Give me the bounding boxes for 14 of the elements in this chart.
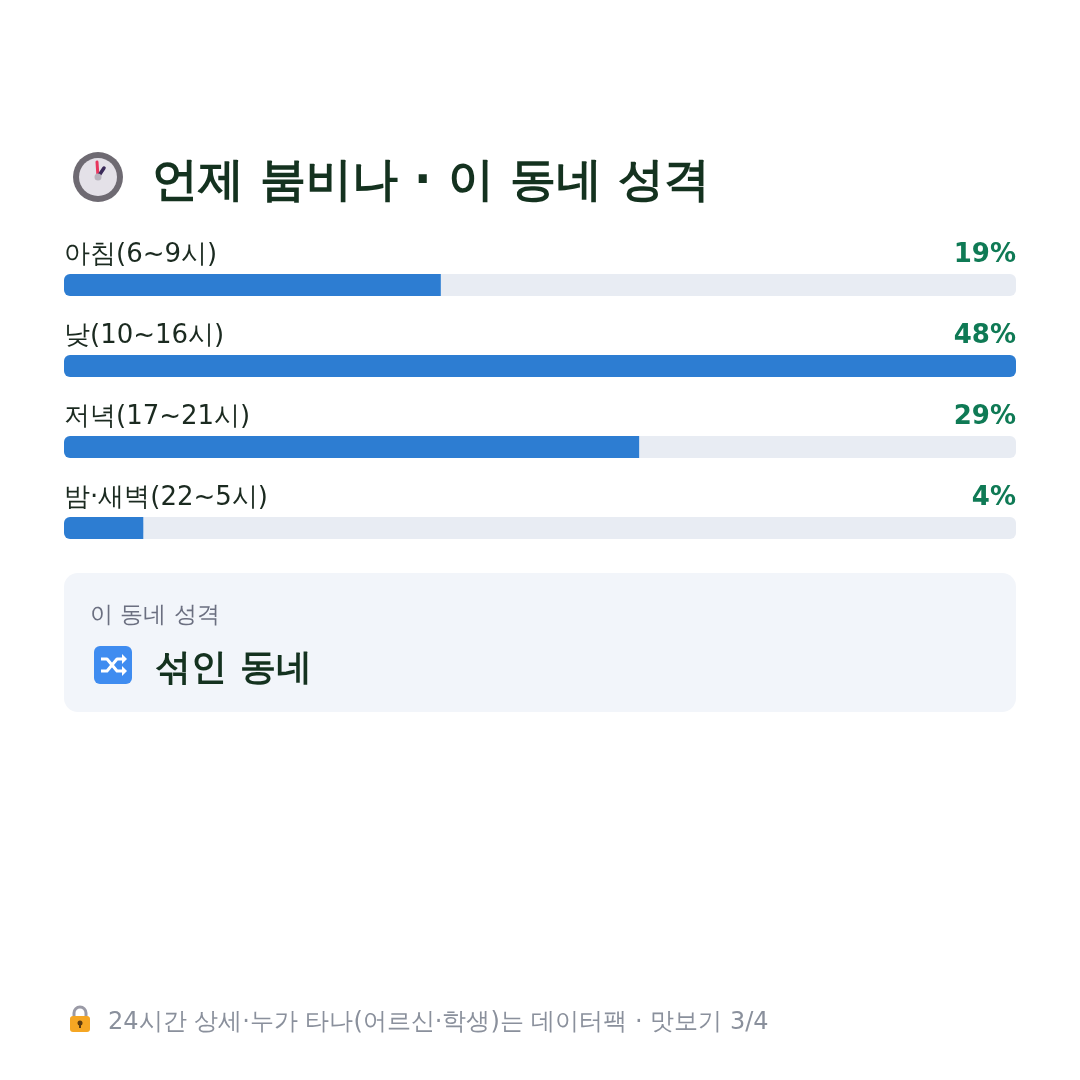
text: 섞인 동네 <box>155 646 312 687</box>
y-tick-label: 낮(10~16시) <box>64 319 225 349</box>
data-label: 48% <box>953 319 1016 349</box>
y-tick-label: 밤·새벽(22~5시) <box>64 481 268 511</box>
bar <box>64 517 144 539</box>
y-tick-label: 아침(6~9시) <box>64 238 218 268</box>
text: 이 동네 성격 <box>90 601 220 627</box>
data-label: 4% <box>971 481 1016 511</box>
text: 24시간 상세·누가 타나(어르신·학생)는 데이터팩 · 맛보기 3/4 <box>108 1007 769 1035</box>
y-tick-label: 저녁(17~21시) <box>64 400 251 430</box>
chart-title: 언제 붐비나 · 이 동네 성격 <box>152 152 710 206</box>
data-label: 19% <box>953 238 1016 268</box>
data-label: 29% <box>953 400 1016 430</box>
bar <box>64 355 1016 377</box>
